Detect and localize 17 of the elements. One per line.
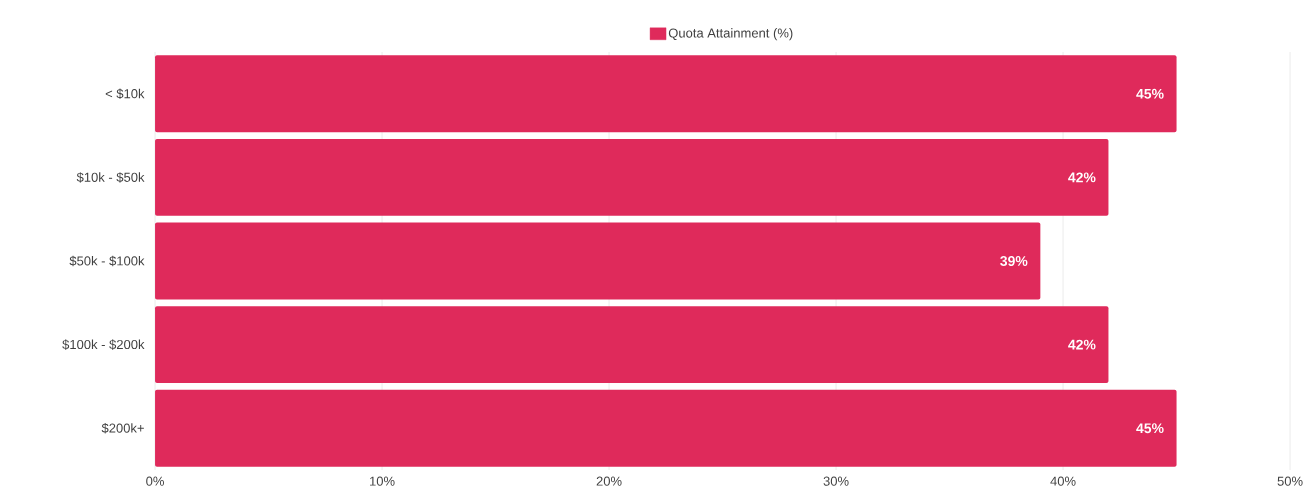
- data-label: 45%: [1136, 88, 1164, 99]
- legend-label: Quota Attainment (%): [668, 28, 793, 41]
- data-label: 42%: [1068, 172, 1096, 183]
- y-tick-label: $200k+: [101, 422, 144, 434]
- x-tick-label: 50%: [1277, 476, 1303, 486]
- x-tick-label: 0%: [146, 476, 164, 486]
- x-tick-label: 10%: [370, 476, 395, 486]
- data-label: 45%: [1136, 423, 1164, 434]
- y-tick-label: $100k - $200k: [62, 339, 145, 350]
- data-label: 39%: [1000, 256, 1028, 266]
- data-label: 42%: [1068, 339, 1096, 350]
- y-tick-label: $10k - $50k: [76, 172, 145, 183]
- y-tick-label: < $10k: [105, 88, 145, 100]
- x-tick-label: 30%: [823, 476, 849, 486]
- x-tick-label: 40%: [1050, 476, 1076, 486]
- y-tick-label: $50k - $100k: [69, 255, 145, 267]
- x-tick-label: 20%: [596, 476, 622, 486]
